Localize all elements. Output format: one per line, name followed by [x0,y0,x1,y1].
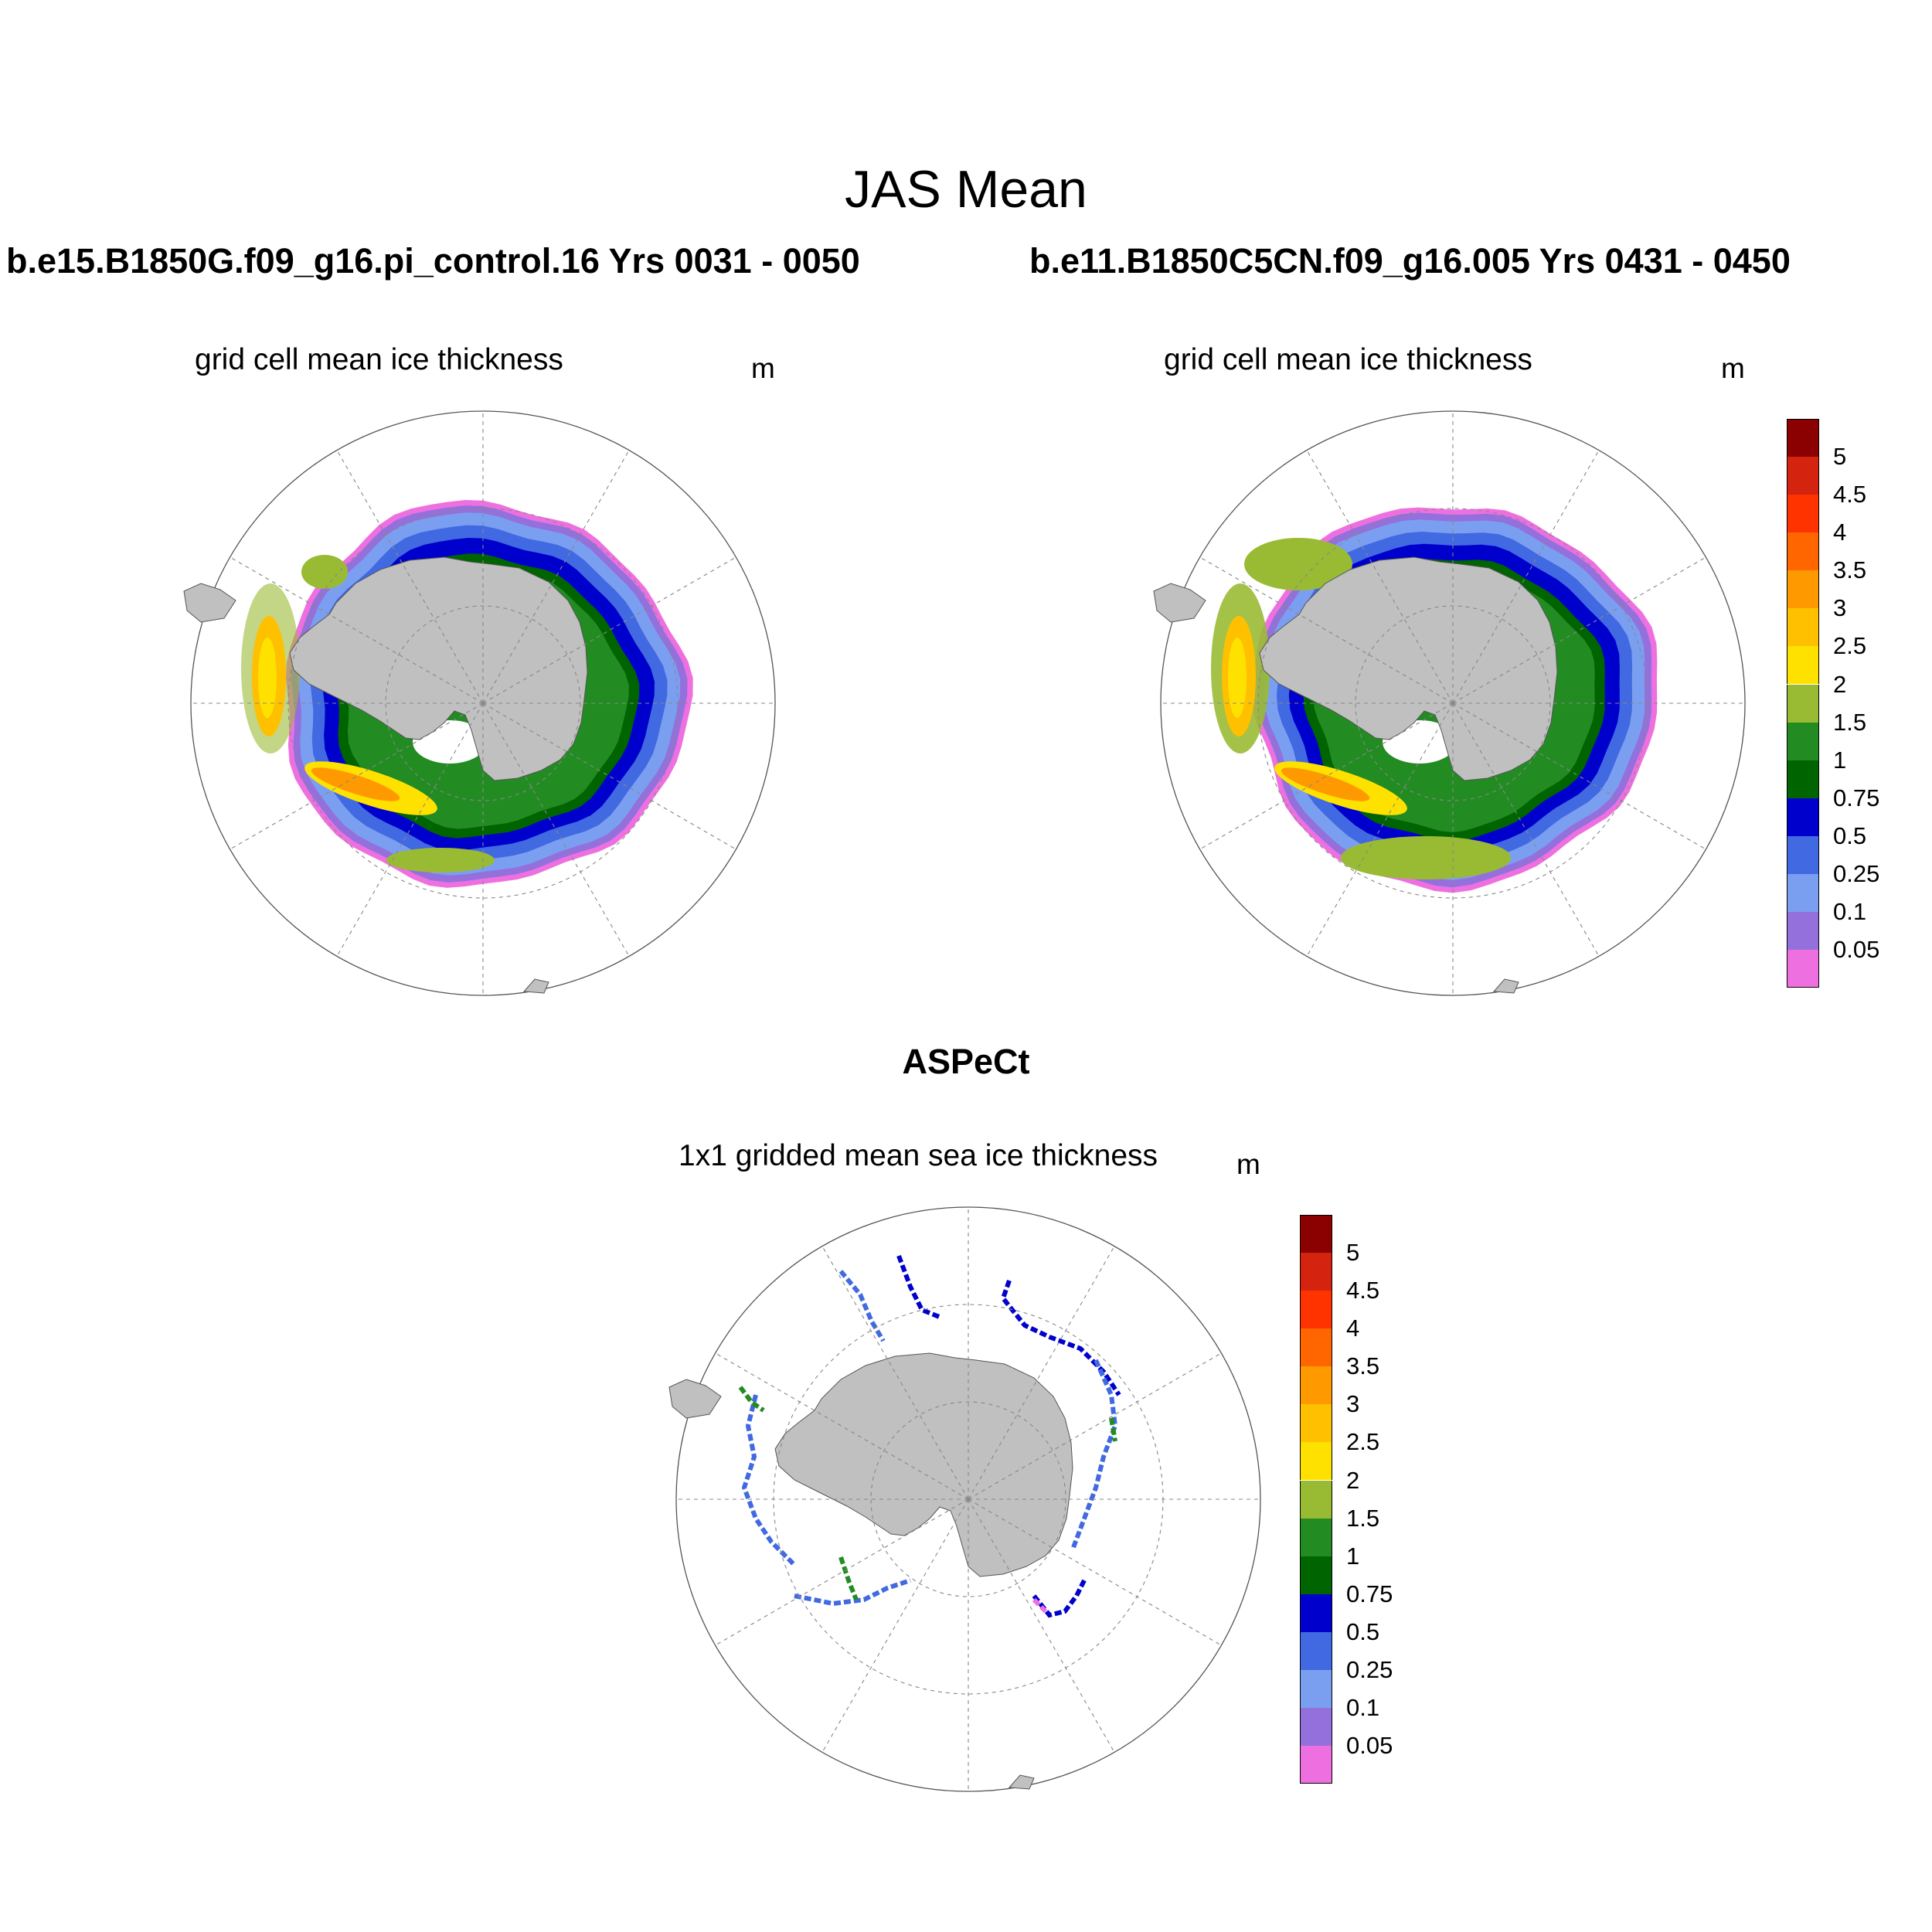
panel-2-colorbar-box [1787,798,1819,836]
panel-2-colorbar-label: 0.1 [1833,897,1867,925]
panel-2-subtitle: grid cell mean ice thickness [1164,343,1532,376]
panel-2-colorbar-label: 4 [1833,519,1847,546]
panel-3-colorbar-label: 1.5 [1346,1504,1380,1532]
panel-2-colorbar-box [1787,722,1819,760]
panel-2-colorbar: 5 4.5 4 3.5 3 2.5 2 1.5 1 0.75 0.5 0.25 0.1 0.05 [1787,419,1879,988]
panel-3-colorbar-box [1300,1631,1332,1670]
panel-3-case-title: ASPeCt [902,1042,1030,1081]
panel-3-new-zealand [1008,1774,1035,1790]
panel-3-colorbar-box [1300,1291,1332,1329]
panel-1-case-title: b.e15.B1850G.f09_g16.pi_control.16 Yrs 0… [6,241,860,281]
panel-1-map [183,410,776,996]
panel-2-colorbar-box [1787,911,1819,950]
panel-2-units: m [1721,352,1745,384]
panel-2-colorbar-box [1787,419,1819,457]
panel-3-colorbar-box [1300,1253,1332,1291]
panel-3-colorbar-label: 0.1 [1346,1693,1380,1721]
panel-3-colorbar-label: 3 [1346,1390,1360,1418]
panel-3-colorbar-box [1300,1556,1332,1594]
panel-2-colorbar-box [1787,608,1819,647]
panel-3-colorbar-box [1300,1518,1332,1556]
panel-3-colorbar-label: 1 [1346,1542,1360,1570]
panel-1-new-zealand [522,978,549,994]
panel-2-antarctica [1259,556,1558,781]
panel-3-south-america [668,1379,722,1419]
panel-2-colorbar-label: 2.5 [1833,632,1867,660]
panel-3-graticule [676,1207,1260,1791]
panel-2-case-title: b.e11.B1850C5CN.f09_g16.005 Yrs 0431 - 0… [1029,241,1791,281]
panel-3-colorbar-box [1300,1669,1332,1708]
panel-3-colorbar-label: 0.75 [1346,1580,1393,1607]
panel-2-colorbar-label: 3 [1833,594,1847,622]
panel-1-antarctica [289,556,588,781]
panel-2-colorbar-label: 0.25 [1833,859,1880,887]
panel-2-colorbar-label: 1.5 [1833,708,1867,736]
panel-2-colorbar-box [1787,532,1819,571]
panel-3-colorbar-box [1300,1328,1332,1367]
panel-3-colorbar-box [1300,1215,1332,1253]
panel-1-units: m [751,352,775,384]
panel-3-colorbar-label: 0.5 [1346,1617,1380,1645]
figure-title: JAS Mean [845,160,1087,219]
panel-3-colorbar-label: 5 [1346,1239,1360,1267]
panel-2-colorbar-box [1787,646,1819,685]
panel-3-colorbar-box [1300,1366,1332,1405]
panel-3-colorbar-box [1300,1404,1332,1443]
panel-2-colorbar-box [1787,949,1819,988]
panel-2-colorbar-box [1787,570,1819,609]
panel-1-graticule [191,411,775,995]
panel-2-south-america [1153,583,1206,623]
panel-2-colorbar-box [1787,495,1819,533]
panel-3-subtitle: 1x1 gridded mean sea ice thickness [679,1139,1158,1172]
panel-3-colorbar-box [1300,1480,1332,1519]
panel-2-map [1153,410,1746,996]
panel-1-south-america [183,583,236,623]
panel-3-ship-tracks [738,1254,1121,1618]
panel-3-colorbar-label: 4.5 [1346,1277,1380,1304]
panel-3-colorbar-label: 4 [1346,1315,1360,1342]
panel-1-subtitle: grid cell mean ice thickness [195,343,563,376]
panel-3-colorbar-label: 2 [1346,1466,1360,1494]
panel-2-colorbar-box [1787,835,1819,874]
panel-2-graticule [1161,411,1745,995]
panel-3-colorbar-box [1300,1594,1332,1632]
panel-2-colorbar-box [1787,760,1819,798]
panel-2-colorbar-label: 2 [1833,670,1847,698]
panel-3-colorbar-label: 0.25 [1346,1655,1393,1683]
panel-2-colorbar-label: 0.5 [1833,821,1867,849]
panel-3-colorbar-label: 0.05 [1346,1731,1393,1759]
panel-2-colorbar-label: 5 [1833,443,1847,471]
panel-3-units: m [1236,1148,1260,1180]
panel-3-colorbar-label: 2.5 [1346,1428,1380,1456]
panel-2-colorbar-box [1787,873,1819,912]
panel-3-antarctica [774,1352,1073,1577]
panel-2-colorbar-box [1787,457,1819,495]
panel-3-colorbar-box [1300,1745,1332,1784]
panel-3-map [668,1206,1261,1792]
panel-2-new-zealand [1492,978,1519,994]
panel-3-colorbar-label: 3.5 [1346,1352,1380,1380]
panel-3-colorbar-box [1300,1442,1332,1481]
panel-2-colorbar-label: 0.75 [1833,784,1880,811]
panel-2-colorbar-box [1787,684,1819,723]
panel-2-colorbar-label: 0.05 [1833,935,1880,963]
panel-2-colorbar-label: 1 [1833,746,1847,774]
panel-2-colorbar-label: 3.5 [1833,556,1867,584]
panel-3-colorbar-box [1300,1707,1332,1746]
panel-2-colorbar-label: 4.5 [1833,481,1867,509]
panel-3-colorbar: 5 4.5 4 3.5 3 2.5 2 1.5 1 0.75 0.5 0.25 0.1 0.05 [1300,1215,1393,1784]
